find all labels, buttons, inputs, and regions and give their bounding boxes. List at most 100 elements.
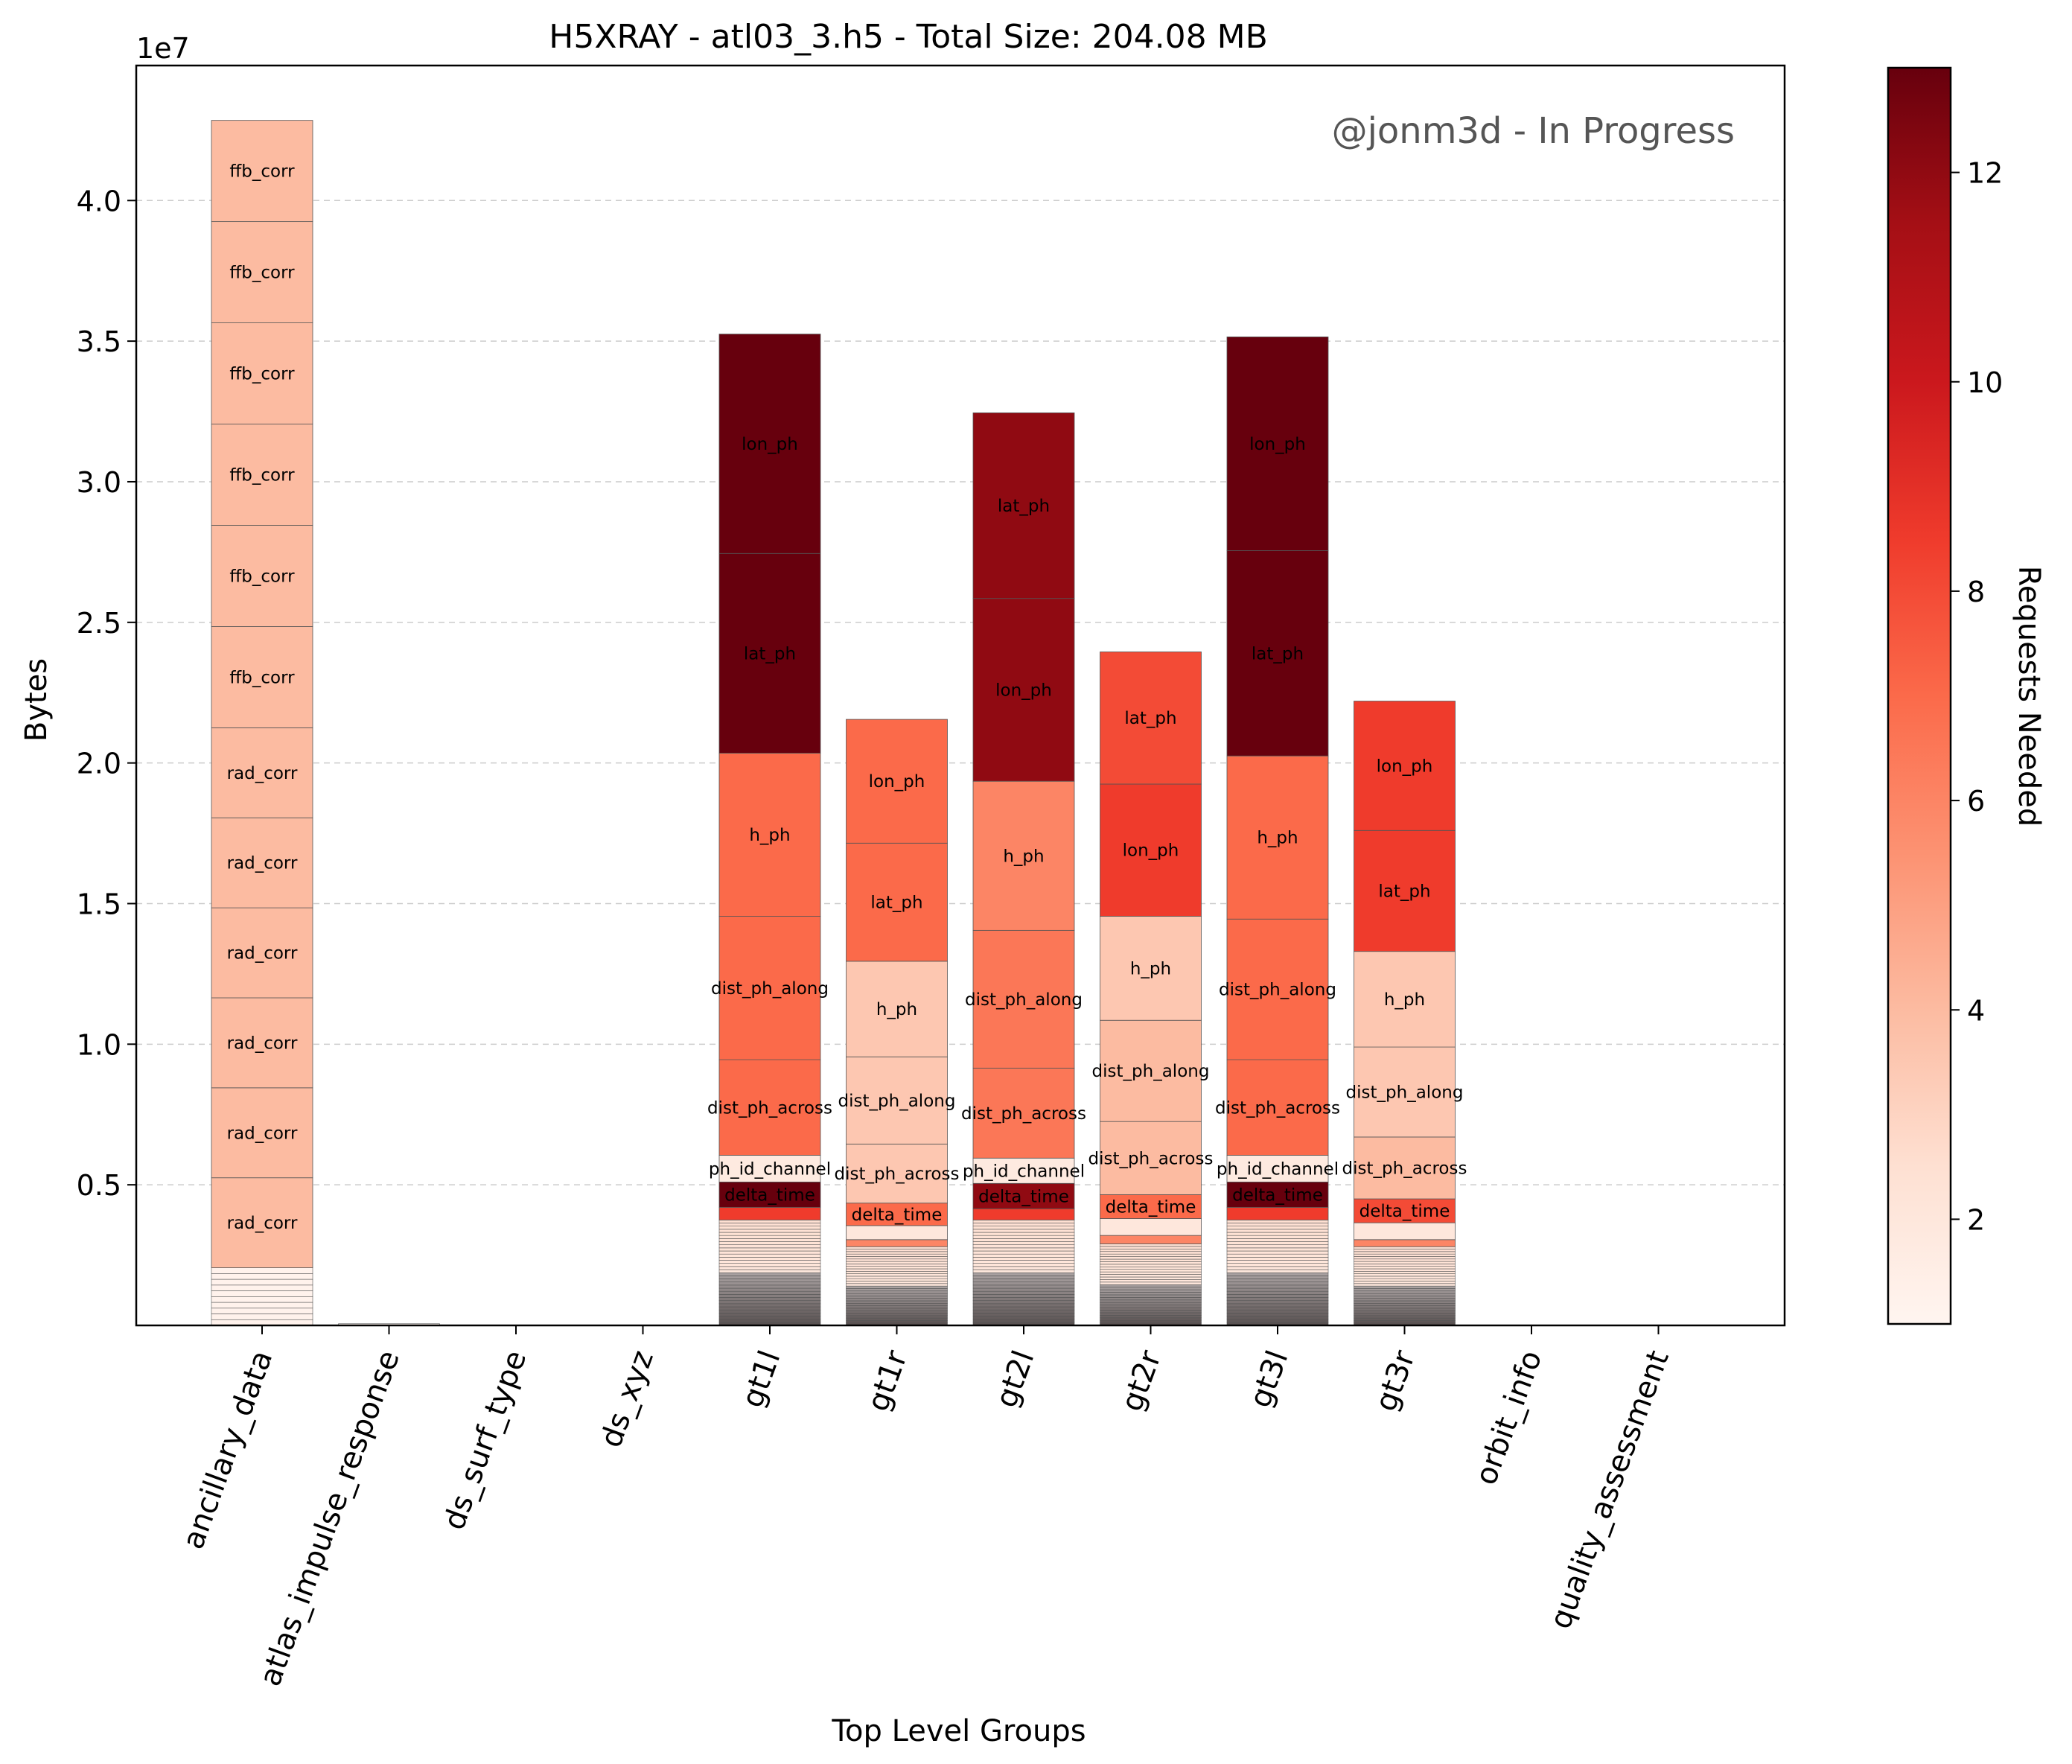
segment-label: ffb_corr — [229, 264, 295, 283]
bar-segment — [972, 1220, 1075, 1223]
bar-segment — [846, 1320, 948, 1323]
bar-segment — [972, 1232, 1075, 1236]
segment-label: h_ph — [1257, 829, 1298, 848]
segment-label: ffb_corr — [229, 365, 295, 384]
bar-segment — [972, 1316, 1075, 1319]
bar-segment — [972, 1068, 1075, 1159]
bar-segment — [718, 1281, 821, 1286]
bar-segment — [846, 1251, 948, 1255]
segment-label: ph_id_channel — [709, 1159, 831, 1179]
segment-label: ph_id_channel — [1217, 1159, 1339, 1179]
bar-segment — [1100, 1244, 1202, 1247]
bar-segment — [718, 1284, 821, 1289]
y-tick-label: 3.5 — [77, 325, 121, 358]
bar-segment — [1226, 1300, 1329, 1305]
bar-segment — [1226, 1279, 1329, 1282]
bar-segment — [1100, 1289, 1202, 1293]
bar-segment — [1100, 1281, 1202, 1285]
y-axis-label: Bytes — [19, 658, 54, 742]
bar-segment — [972, 1306, 1075, 1311]
segment-label: lon_ph — [869, 772, 925, 792]
bar-segment — [846, 1302, 948, 1306]
bar-segment — [718, 1266, 821, 1270]
bar-segment — [1354, 951, 1456, 1048]
bar-segment — [846, 1276, 948, 1279]
bar-segment — [846, 1313, 948, 1316]
bar-segment — [972, 1244, 1075, 1249]
segment-label: ffb_corr — [229, 162, 295, 182]
bar-segment — [211, 1087, 313, 1179]
bar-segment — [846, 1261, 948, 1264]
colorbar-tick-label: 4 — [1967, 994, 1985, 1027]
bar-segment — [972, 1260, 1075, 1264]
bar-segment — [718, 1250, 821, 1255]
bar-segment — [718, 1316, 821, 1319]
segment-label: delta_time — [1106, 1197, 1196, 1217]
bar-segment — [1100, 1269, 1202, 1273]
bar-segment — [1100, 1274, 1202, 1278]
bar-segment — [718, 1155, 821, 1182]
bar-segment — [1226, 1306, 1329, 1311]
bar-segment — [211, 1267, 313, 1274]
bar-segment — [972, 1226, 1075, 1230]
bar-segment — [718, 1276, 821, 1279]
bar-segment — [1100, 1297, 1202, 1301]
bar-segment — [211, 817, 313, 908]
plot-frame — [135, 64, 1786, 1327]
bar-segment — [1354, 1249, 1456, 1252]
bar-segment — [972, 1287, 1075, 1292]
bar-segment — [972, 1253, 1075, 1258]
colorbar-label: Requests Needed — [2012, 566, 2046, 827]
bar-segment — [1354, 1239, 1456, 1247]
bar-segment — [846, 1273, 948, 1277]
bar-segment — [846, 1285, 948, 1289]
bar-segment — [1226, 1266, 1329, 1270]
bar-segment — [846, 1056, 948, 1144]
bar-segment — [972, 1269, 1075, 1273]
y-tick-label: 3.0 — [77, 466, 121, 499]
segment-label: lon_ph — [1123, 841, 1179, 861]
bar-segment — [718, 1220, 821, 1223]
bar-segment — [211, 1284, 313, 1291]
x-axis-label: Top Level Groups — [831, 1714, 1086, 1748]
bar-segment — [1226, 1250, 1329, 1255]
bar-segment — [846, 1296, 948, 1299]
bar-segment — [1100, 1310, 1202, 1314]
segment-label: dist_ph_across — [1215, 1098, 1340, 1118]
bar-segment — [718, 1263, 821, 1267]
bar-segment — [718, 1313, 821, 1316]
segment-label: lon_ph — [742, 435, 798, 454]
bar-segment — [1354, 1264, 1456, 1267]
bar-segment — [972, 1303, 1075, 1308]
bar-segment — [846, 1308, 948, 1311]
bar-segment — [1226, 1223, 1329, 1227]
bar-segment — [846, 1290, 948, 1294]
bar-segment — [972, 1157, 1075, 1184]
bar-segment — [1354, 1276, 1456, 1279]
segment-label: dist_ph_along — [1092, 1062, 1210, 1081]
y-offset-label: 1e7 — [136, 32, 190, 65]
segment-label: dist_ph_across — [1342, 1159, 1467, 1179]
bar-segment — [846, 1266, 948, 1270]
bar-segment — [972, 598, 1075, 782]
segment-label: h_ph — [749, 826, 790, 845]
segment-label: delta_time — [724, 1185, 815, 1205]
bar-segment — [718, 1260, 821, 1264]
bar-segment — [846, 1268, 948, 1272]
bar-segment — [1100, 1312, 1202, 1316]
bar-segment — [1354, 1251, 1456, 1255]
bar-segment — [1354, 1278, 1456, 1281]
segment-label: delta_time — [1359, 1202, 1450, 1221]
bar-segment — [1100, 1299, 1202, 1303]
bar-segment — [718, 916, 821, 1060]
bar-segment — [1226, 918, 1329, 1060]
segment-label: dist_ph_along — [1219, 981, 1336, 1000]
bar-segment — [846, 1143, 948, 1204]
bar-segment — [1354, 1300, 1456, 1304]
colorbar-tick-label: 8 — [1967, 576, 1985, 608]
bar-segment — [846, 1310, 948, 1314]
bar-segment — [972, 1223, 1075, 1227]
segment-label: delta_time — [978, 1187, 1069, 1206]
